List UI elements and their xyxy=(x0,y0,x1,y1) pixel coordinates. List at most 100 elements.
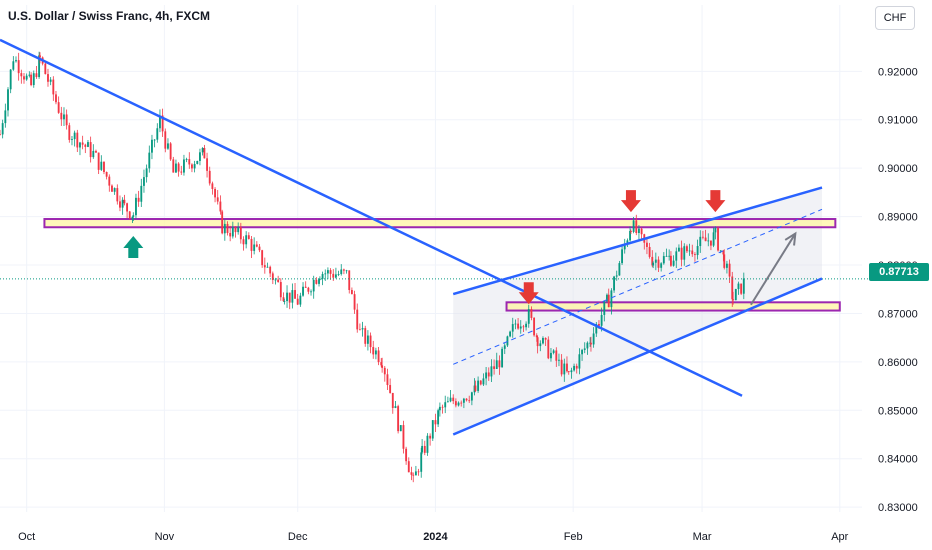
candle xyxy=(552,350,555,353)
candle xyxy=(457,402,460,406)
candle xyxy=(452,397,455,402)
candle xyxy=(279,282,282,298)
candle xyxy=(25,75,28,80)
candle xyxy=(640,228,643,235)
candle xyxy=(89,142,92,158)
candle xyxy=(460,402,463,404)
candle xyxy=(153,139,156,141)
time-tick-label: Apr xyxy=(831,531,848,543)
candle xyxy=(578,354,581,369)
candle xyxy=(696,246,699,256)
time-tick-label: Feb xyxy=(564,531,583,543)
candle xyxy=(206,158,208,171)
candle xyxy=(71,139,73,140)
candle xyxy=(525,323,528,328)
candle xyxy=(405,448,408,462)
candle xyxy=(426,435,429,453)
candle xyxy=(159,115,161,129)
candle xyxy=(533,317,536,336)
candle xyxy=(221,211,224,234)
candle xyxy=(269,266,272,274)
candle xyxy=(657,259,660,268)
zones xyxy=(43,218,841,312)
candle xyxy=(742,278,745,294)
candle xyxy=(245,235,248,245)
candle xyxy=(234,227,237,233)
time-tick-label: 2024 xyxy=(423,531,448,543)
candle xyxy=(65,114,68,126)
candle xyxy=(629,230,631,241)
candle xyxy=(621,249,623,264)
candle xyxy=(610,290,613,308)
candle xyxy=(164,131,167,149)
candle xyxy=(342,269,345,271)
currency-button[interactable]: CHF xyxy=(875,6,915,30)
candle xyxy=(12,61,15,70)
candle xyxy=(226,223,229,233)
candle xyxy=(38,55,41,77)
candle xyxy=(369,335,372,348)
candle xyxy=(539,343,542,347)
candle xyxy=(377,350,380,363)
candle xyxy=(691,250,694,255)
candle xyxy=(626,240,629,245)
candle xyxy=(618,263,621,276)
candle xyxy=(482,378,485,385)
candle xyxy=(590,342,592,345)
candle xyxy=(570,370,573,373)
candle xyxy=(693,254,696,256)
candle xyxy=(1,123,4,135)
candle xyxy=(148,152,151,169)
candle xyxy=(329,270,332,274)
candle xyxy=(4,110,7,124)
candle xyxy=(156,128,159,140)
candle xyxy=(167,143,169,149)
candle xyxy=(128,211,131,219)
candle xyxy=(185,159,188,160)
projection-arrow-line xyxy=(750,233,797,306)
resistance-zone xyxy=(43,218,837,229)
candle xyxy=(503,345,506,349)
rising-channel-top-line xyxy=(452,186,823,296)
candle xyxy=(437,410,440,425)
candle xyxy=(326,270,329,274)
candle xyxy=(100,161,103,170)
time-tick-label: Dec xyxy=(288,531,308,543)
candle xyxy=(434,420,437,425)
candle xyxy=(560,359,563,375)
candle xyxy=(199,152,201,161)
candle xyxy=(429,435,432,439)
candle xyxy=(734,289,737,301)
price-tick-label: 0.85000 xyxy=(878,405,918,417)
candle xyxy=(613,276,615,291)
candle xyxy=(258,246,261,251)
time-tick-label: Nov xyxy=(155,531,175,543)
candle xyxy=(266,266,269,268)
candle xyxy=(600,314,603,326)
candle xyxy=(161,115,164,132)
price-tick-label: 0.91000 xyxy=(878,115,918,127)
falling-resistance-line xyxy=(0,38,743,397)
candle xyxy=(49,79,52,82)
candle xyxy=(239,227,242,240)
candle xyxy=(660,263,663,268)
candle xyxy=(583,348,586,350)
candle xyxy=(717,228,719,251)
candle xyxy=(337,274,340,275)
candle xyxy=(522,326,525,328)
candle xyxy=(737,283,740,290)
candle xyxy=(487,372,490,377)
candle xyxy=(247,235,250,239)
candle xyxy=(97,152,100,170)
candle xyxy=(119,201,121,208)
candle xyxy=(350,289,353,295)
candle xyxy=(535,335,538,338)
candle xyxy=(103,161,105,173)
candle xyxy=(623,244,626,250)
candle xyxy=(137,197,140,202)
candle xyxy=(23,76,25,80)
current-price-label: 0.87713 xyxy=(869,263,929,281)
candle xyxy=(216,197,219,202)
candle xyxy=(719,250,722,252)
